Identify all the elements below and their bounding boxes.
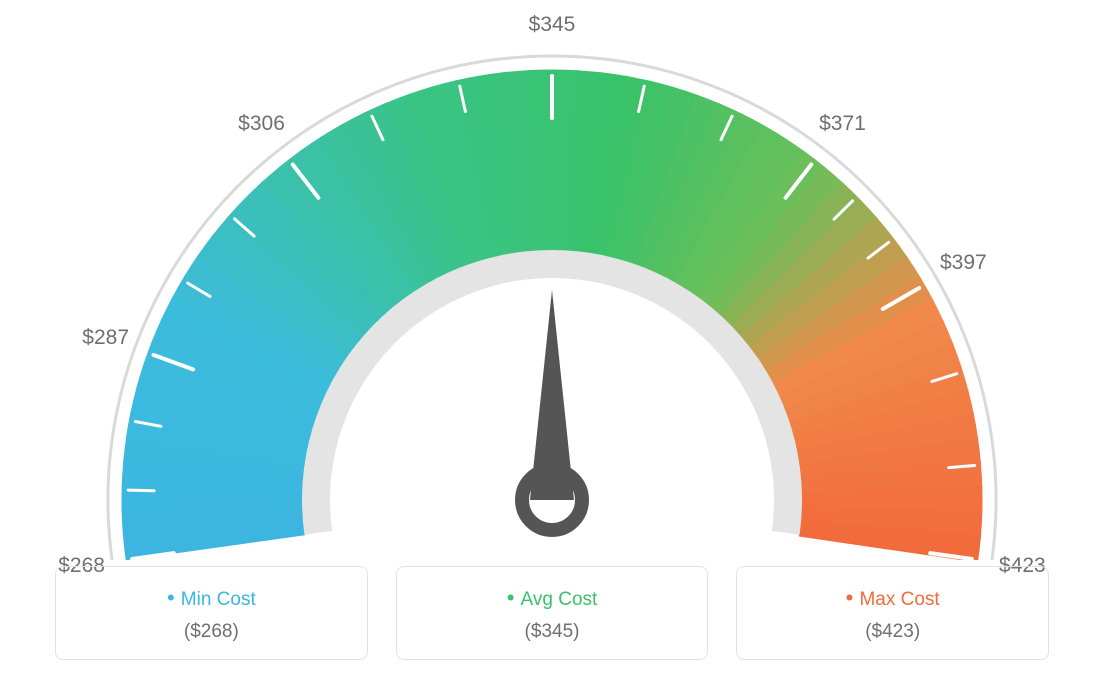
gauge-svg bbox=[0, 0, 1104, 560]
tick-label: $371 bbox=[819, 112, 866, 136]
legend-value: ($268) bbox=[66, 621, 357, 643]
gauge-chart-container: $268$287$306$345$371$397$423 Min Cost($2… bbox=[0, 0, 1104, 690]
legend-value: ($423) bbox=[747, 621, 1038, 643]
tick-label: $306 bbox=[238, 112, 285, 136]
tick-label: $287 bbox=[82, 326, 129, 350]
tick-label: $345 bbox=[529, 13, 576, 37]
legend-card-1: Avg Cost ($345) bbox=[396, 566, 709, 660]
legend-label: Avg Cost bbox=[407, 585, 698, 611]
legend-row: Min Cost ($268) Avg Cost ($345) Max Cost ($42… bbox=[55, 566, 1049, 660]
legend-value: ($345) bbox=[407, 621, 698, 643]
legend-label: Max Cost bbox=[747, 585, 1038, 611]
legend-label: Min Cost bbox=[66, 585, 357, 611]
gauge-area: $268$287$306$345$371$397$423 bbox=[0, 0, 1104, 560]
legend-card-2: Max Cost ($423) bbox=[736, 566, 1049, 660]
legend-card-0: Min Cost ($268) bbox=[55, 566, 368, 660]
tick-label: $397 bbox=[940, 251, 987, 275]
